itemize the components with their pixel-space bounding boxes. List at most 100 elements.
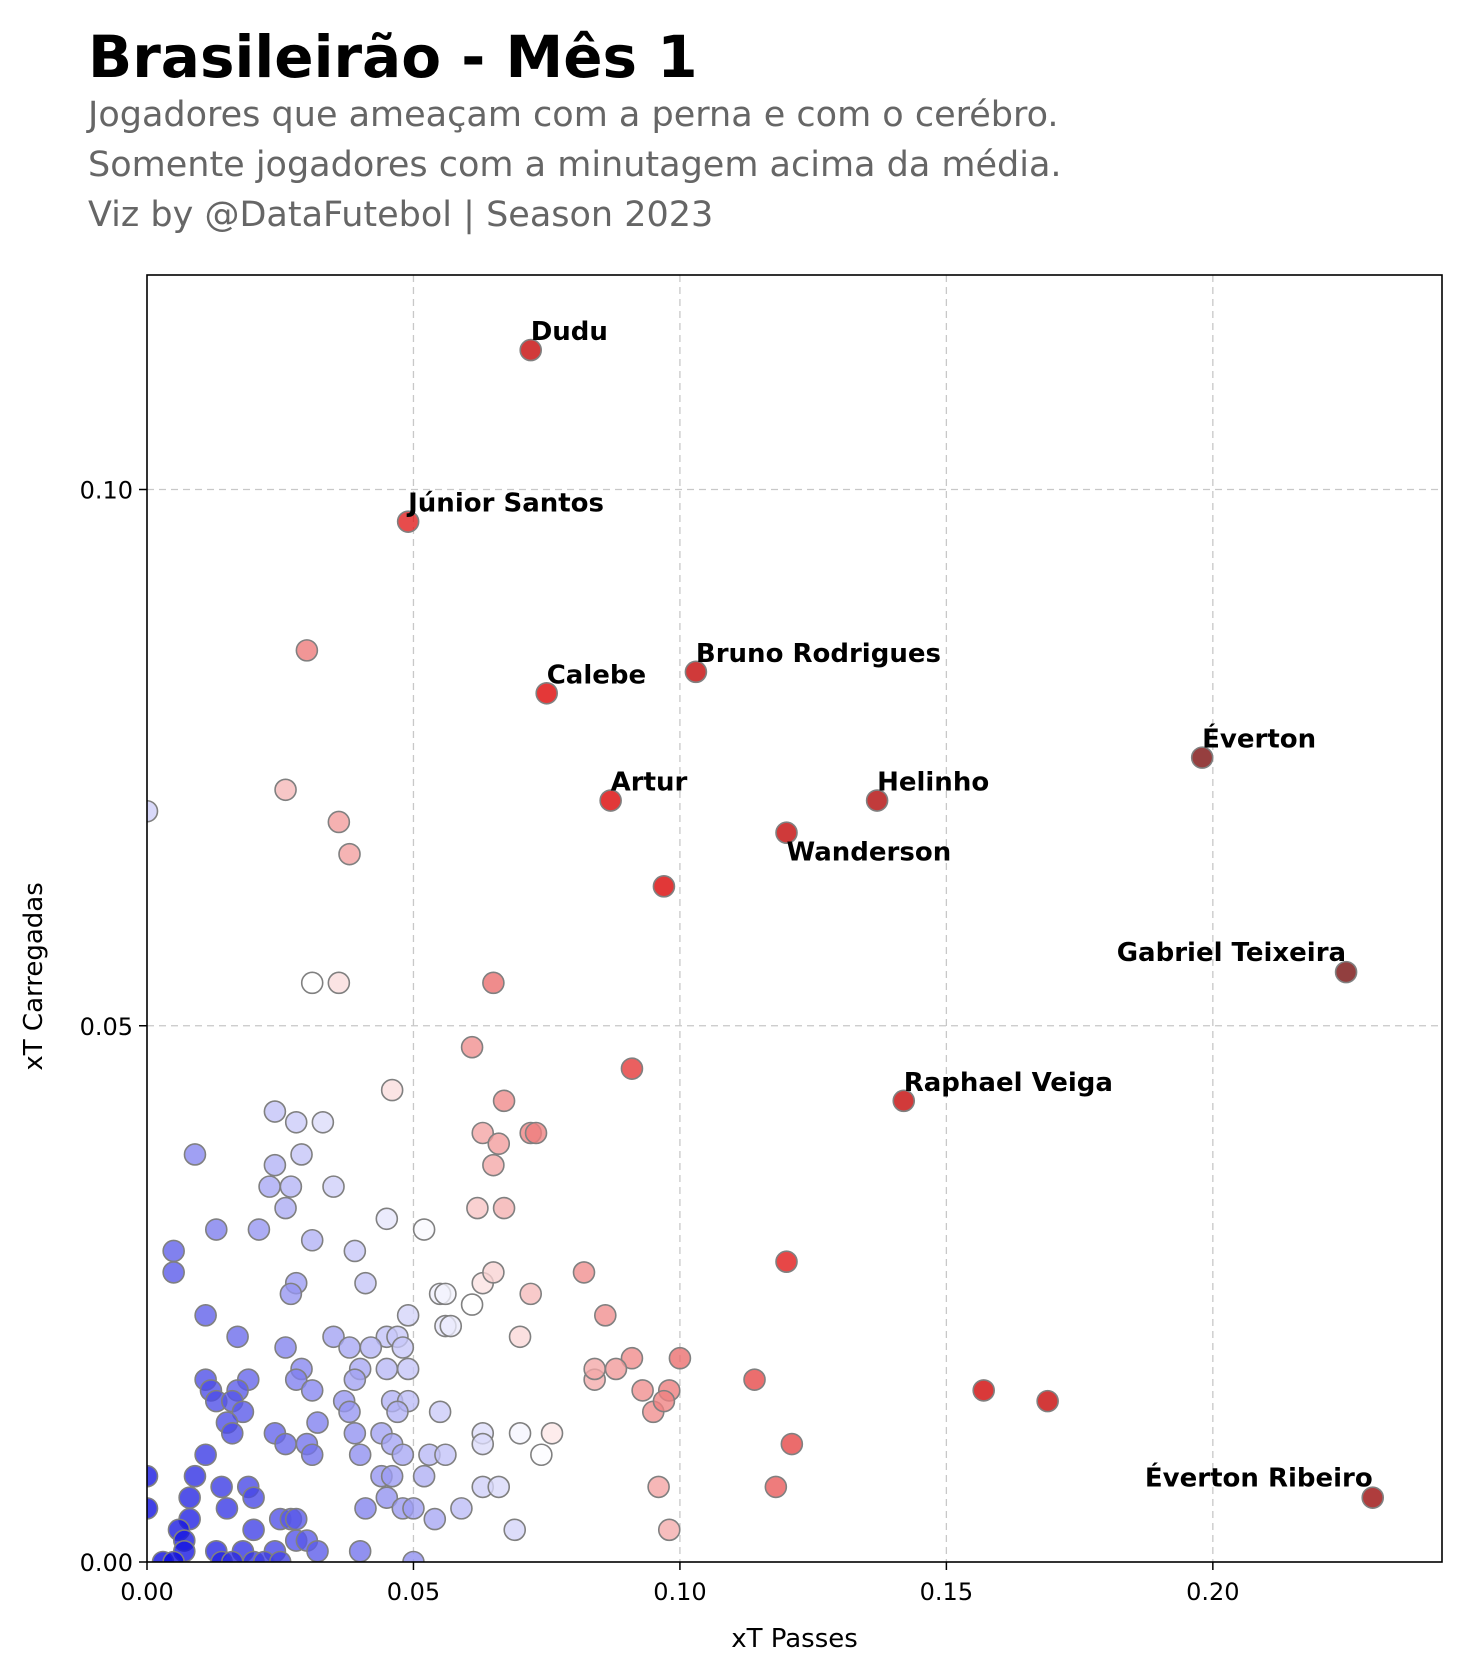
scatter-point [460,1293,484,1316]
scatter-point [482,1261,505,1284]
chart-subtitle-line2: Somente jogadores com a minutagem acima … [88,145,1062,185]
scatter-point [487,1132,511,1156]
point-label: Éverton [1202,723,1316,755]
scatter-point [343,1239,367,1263]
scatter-point [375,1486,399,1509]
scatter-point [386,1400,409,1424]
scatter-point [178,1486,201,1509]
scatter-point [466,1196,489,1220]
scatter-point [242,1486,265,1509]
scatter-point [428,1400,452,1424]
scatter-point [540,1422,564,1445]
scatter-point [402,1550,425,1562]
scatter-point [263,1100,287,1123]
scatter-point [572,1261,596,1284]
scatter-point [375,1207,399,1231]
scatter-point [295,639,319,662]
scatter-point [396,1304,420,1327]
scatter-point [396,510,420,533]
scatter-point [258,1175,281,1198]
scatter-point [183,1143,207,1166]
scatter-point [204,1218,228,1241]
points-layer [147,338,1385,1562]
point-label: Helinho [877,768,989,798]
scatter-point [775,1250,798,1273]
scatter-point [450,1497,473,1520]
scatter-point [652,875,676,898]
point-label: Éverton Ribeiro [1145,1462,1373,1494]
scatter-point [210,1475,233,1499]
scatter-point [482,1153,505,1177]
plot-frame [146,274,1443,1563]
scatter-point [972,1379,995,1402]
x-axis-label: xT Passes [731,1624,858,1654]
axes-layer: 0.00 0.05 0.10 0.15 0.20 0.00 0.05 0.10 xT Passe… [19,274,1443,1654]
point-label: Júnior Santos [406,489,604,519]
scatter-point [279,1282,303,1306]
scatter-point [492,1089,516,1113]
scatter-point [300,1443,324,1467]
scatter-point [743,1368,766,1391]
chart-subtitle-line1: Jogadores que ameaçam com a perna e com … [88,95,1059,135]
scatter-point [1361,1486,1385,1509]
scatter-point [322,1175,345,1198]
scatter-point [423,1507,447,1531]
scatter-point [380,1464,404,1488]
x-tick-label: 0.00 [120,1578,173,1606]
scatter-point [268,1550,292,1562]
scatter-point [775,821,798,845]
y-tick-label: 0.10 [80,477,133,505]
grid-layer [147,275,1442,1562]
scatter-point [290,1143,313,1166]
scatter-point [338,1400,361,1424]
scatter-point [508,1422,532,1445]
scatter-point [535,681,558,705]
scatter-point [220,1550,244,1562]
scatter-point [194,1304,217,1327]
scatter-point [892,1089,916,1113]
scatter-point [274,778,297,802]
scatter-point [631,1379,654,1402]
point-label: Raphael Veiga [904,1068,1113,1098]
scatter-point [1190,746,1214,769]
scatter-point [322,1325,345,1349]
scatter-point [274,1196,297,1220]
y-tick-label: 0.05 [80,1013,133,1041]
scatter-point [274,1432,297,1456]
scatter-point [1036,1389,1059,1413]
point-label: Bruno Rodrigues [696,639,941,669]
scatter-point [183,1464,207,1488]
scatter-point [226,1325,249,1349]
scatter-point [247,1218,271,1241]
scatter-point [348,1443,372,1467]
scatter-point [354,1497,377,1520]
point-label: Calebe [547,660,646,690]
scatter-point [657,1518,681,1542]
scatter-point [487,1475,511,1499]
scatter-point [300,1228,324,1252]
scatter-point [284,1368,308,1391]
scatter-point [524,1121,548,1145]
scatter-point [530,1443,553,1467]
point-label: Gabriel Teixeira [1117,938,1346,968]
scatter-point [300,1379,324,1402]
scatter-point [391,1336,415,1359]
scatter-point [519,1282,543,1306]
scatter-point [412,1464,436,1488]
scatter-point [327,810,351,834]
scatter-point [396,1357,420,1381]
scatter-point [434,1443,457,1467]
scatter-point [620,1346,644,1370]
point-label: Artur [611,768,688,798]
scatter-point [274,1336,297,1359]
scatter-point [471,1121,495,1145]
x-tick-label: 0.10 [653,1578,706,1606]
scatter-point [348,1539,372,1562]
point-label: Wanderson [787,838,952,868]
chart-credit: Viz by @DataFutebol | Season 2023 [88,195,714,235]
y-tick-label: 0.00 [80,1549,133,1577]
y-axis-label: xT Carregadas [19,882,49,1070]
scatter-point [147,799,159,823]
scatter-point [284,1110,308,1134]
